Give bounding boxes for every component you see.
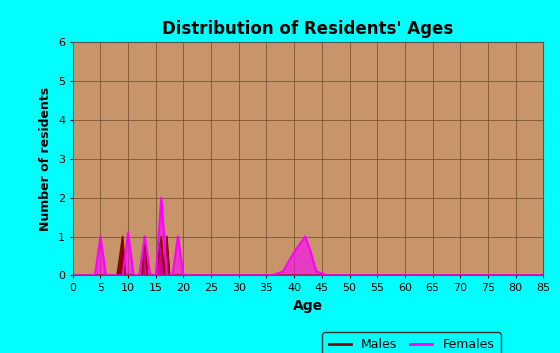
Title: Distribution of Residents' Ages: Distribution of Residents' Ages	[162, 20, 454, 38]
X-axis label: Age: Age	[293, 299, 323, 312]
Legend: Males, Females: Males, Females	[323, 332, 501, 353]
Y-axis label: Number of residents: Number of residents	[40, 87, 53, 231]
